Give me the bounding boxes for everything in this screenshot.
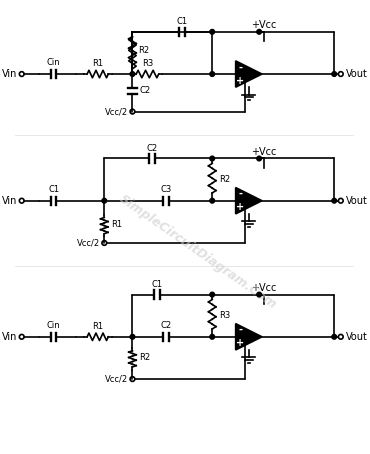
Text: C1: C1 <box>151 280 162 289</box>
Text: Vin: Vin <box>1 332 17 342</box>
Circle shape <box>332 335 337 339</box>
Text: -: - <box>238 325 242 335</box>
Text: C3: C3 <box>161 185 172 194</box>
Text: C1: C1 <box>176 17 188 26</box>
Text: Vcc/2: Vcc/2 <box>77 238 100 247</box>
Text: +: + <box>236 338 245 348</box>
Text: R3: R3 <box>219 311 230 320</box>
Text: C2: C2 <box>147 144 158 153</box>
Text: +: + <box>236 202 245 212</box>
Circle shape <box>130 335 135 339</box>
Text: R1: R1 <box>92 322 103 331</box>
Text: R1: R1 <box>92 59 103 69</box>
Circle shape <box>210 292 215 297</box>
Text: Vcc/2: Vcc/2 <box>105 107 128 116</box>
Text: Vout: Vout <box>346 69 367 79</box>
Circle shape <box>332 198 337 203</box>
Text: C2: C2 <box>161 321 172 330</box>
Circle shape <box>210 30 215 34</box>
Circle shape <box>257 292 262 297</box>
Text: R2: R2 <box>138 46 149 55</box>
Text: Vout: Vout <box>346 332 367 342</box>
Text: R2: R2 <box>139 353 150 362</box>
Circle shape <box>210 335 215 339</box>
Text: +: + <box>236 76 245 86</box>
Text: R1: R1 <box>111 220 122 229</box>
Polygon shape <box>236 188 262 214</box>
Circle shape <box>130 72 135 76</box>
Text: +Vcc: +Vcc <box>251 147 276 157</box>
Polygon shape <box>236 324 262 350</box>
Circle shape <box>210 72 215 76</box>
Circle shape <box>332 72 337 76</box>
Text: Cin: Cin <box>47 59 60 68</box>
Circle shape <box>210 198 215 203</box>
Text: -: - <box>238 189 242 199</box>
Circle shape <box>257 156 262 161</box>
Circle shape <box>102 198 107 203</box>
Circle shape <box>257 30 262 34</box>
Text: Vin: Vin <box>1 196 17 206</box>
Text: C2: C2 <box>140 86 151 95</box>
Circle shape <box>210 156 215 161</box>
Text: C1: C1 <box>48 185 59 194</box>
Text: R2: R2 <box>219 175 230 184</box>
Text: R3: R3 <box>142 59 153 69</box>
Text: Vin: Vin <box>1 69 17 79</box>
Polygon shape <box>236 61 262 87</box>
Text: Vout: Vout <box>346 196 367 206</box>
Text: +Vcc: +Vcc <box>251 283 276 293</box>
Text: Vcc/2: Vcc/2 <box>105 375 128 384</box>
Text: -: - <box>238 63 242 73</box>
Text: +Vcc: +Vcc <box>251 20 276 30</box>
Text: SimpleCircuitDiagram.Com: SimpleCircuitDiagram.Com <box>117 193 279 312</box>
Text: Cin: Cin <box>47 321 60 330</box>
